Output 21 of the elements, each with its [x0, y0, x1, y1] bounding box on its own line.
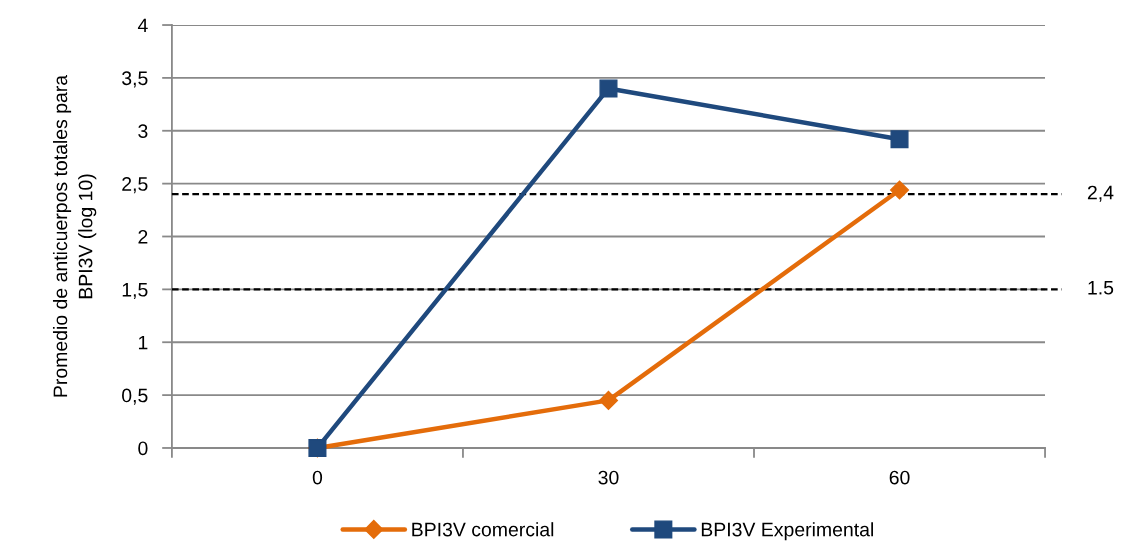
point: [599, 79, 618, 98]
y-tick-label: 1,5: [122, 283, 148, 299]
y-tick-label: 2: [138, 229, 148, 244]
y-tick-label: 2,5: [122, 177, 148, 194]
legend-label: BPI3V comercial: [412, 522, 554, 537]
y-tick-label: 1: [138, 335, 148, 350]
point: [598, 390, 619, 410]
y-axis-title: Promedio de anticuerpos totales para BPI3V (log 10): [52, 74, 97, 397]
y-tick-label: 0,5: [122, 388, 148, 405]
x-tick-label: 60: [889, 470, 910, 485]
y-tick-label: 4: [137, 18, 148, 33]
point: [889, 180, 910, 200]
y-tick-label: 0: [138, 441, 148, 456]
ref-line-label: 2,4: [1087, 185, 1114, 202]
point: [890, 130, 909, 149]
ref-line-label: 1.5: [1088, 281, 1114, 295]
x-tick-label: 30: [598, 470, 619, 485]
y-tick-label: 3,5: [122, 71, 148, 88]
y-tick-label: 3: [138, 124, 148, 138]
x-tick-label: 0: [312, 470, 323, 485]
legend-label: BPI3V Experimental: [701, 522, 873, 541]
